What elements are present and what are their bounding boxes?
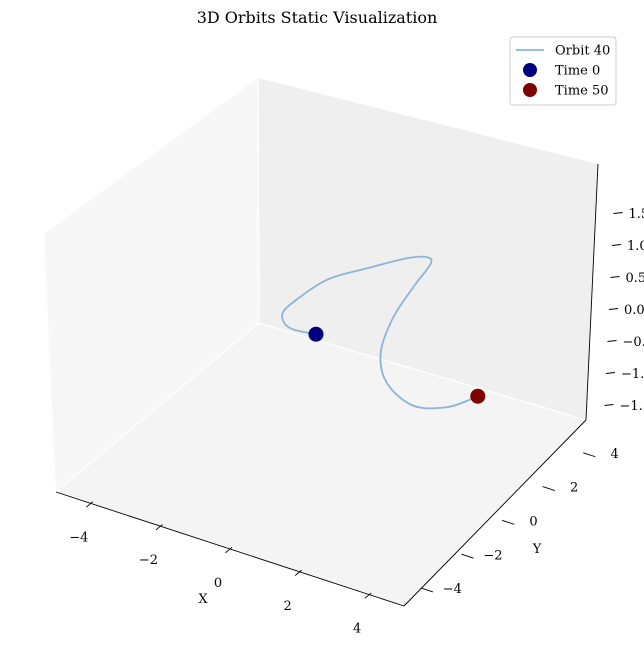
y-tick-mark xyxy=(461,554,473,558)
x-tick-label: −4 xyxy=(69,530,88,545)
legend-swatch-marker xyxy=(523,83,537,97)
z-tick-mark xyxy=(606,373,615,374)
z-tick-mark xyxy=(614,213,623,214)
legend-swatch-marker xyxy=(523,63,537,77)
z-tick-mark xyxy=(611,277,620,278)
z-tick-label: 1.5 xyxy=(629,207,644,222)
y-tick-label: 0 xyxy=(529,515,537,530)
z-tick-label: −1.5 xyxy=(620,399,644,414)
x-axis-label: X xyxy=(198,592,208,607)
z-tick-mark xyxy=(608,341,617,342)
z-tick-mark xyxy=(612,245,621,246)
y-tick-label: 2 xyxy=(570,481,578,496)
z-tick-label: −0.5 xyxy=(623,335,644,350)
time-0-marker xyxy=(309,327,324,342)
z-tick-mark xyxy=(605,405,614,406)
y-axis-label: Y xyxy=(532,542,542,557)
legend-entry-label: Time 0 xyxy=(555,64,600,79)
y-tick-mark xyxy=(583,453,595,457)
y-tick-label: −2 xyxy=(483,548,502,563)
x-tick-label: 2 xyxy=(283,599,291,614)
y-tick-mark xyxy=(543,487,555,491)
time-50-marker xyxy=(470,389,485,404)
x-tick-label: 4 xyxy=(353,622,361,637)
z-tick-label: 0.0 xyxy=(624,303,644,318)
legend-entry-label: Time 50 xyxy=(555,84,609,99)
y-tick-mark xyxy=(502,520,514,524)
z-tick-label: 0.5 xyxy=(626,271,644,286)
x-tick-label: 0 xyxy=(214,576,222,591)
y-tick-label: −4 xyxy=(443,582,462,597)
z-tick-label: −1.0 xyxy=(621,367,644,382)
x-tick-label: −2 xyxy=(139,553,158,568)
chart-title: 3D Orbits Static Visualization xyxy=(197,8,438,27)
z-tick-mark xyxy=(609,309,618,310)
legend-entry-label: Orbit 40 xyxy=(555,44,610,59)
z-tick-label: 1.0 xyxy=(627,239,644,254)
y-tick-label: 4 xyxy=(611,447,619,462)
y-tick-mark xyxy=(421,588,433,592)
